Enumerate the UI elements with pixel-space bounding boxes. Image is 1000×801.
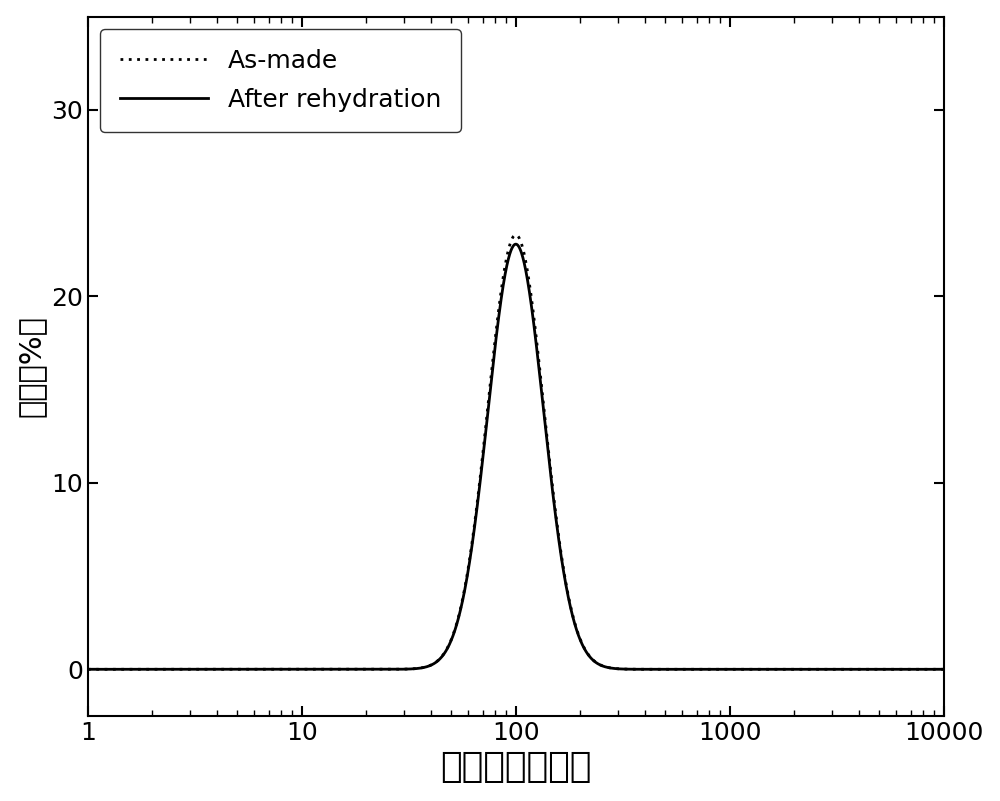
As-made <box>786 665 798 674</box>
After rehydration <box>82 665 94 674</box>
After rehydration <box>938 665 950 674</box>
After rehydration <box>595 661 607 670</box>
Line: After rehydration: After rehydration <box>88 244 944 670</box>
As-made <box>595 661 607 670</box>
As-made <box>82 665 94 674</box>
X-axis label: 直径　（纳米）: 直径 （纳米） <box>440 751 591 784</box>
As-made <box>409 664 421 674</box>
After rehydration <box>237 665 249 674</box>
Legend: As-made, After rehydration: As-made, After rehydration <box>100 29 461 132</box>
As-made <box>938 665 950 674</box>
Line: As-made: As-made <box>88 235 944 670</box>
After rehydration <box>721 665 733 674</box>
As-made <box>510 230 522 239</box>
As-made <box>721 665 733 674</box>
After rehydration <box>510 239 522 249</box>
As-made <box>639 665 651 674</box>
As-made <box>237 665 249 674</box>
After rehydration <box>786 665 798 674</box>
After rehydration <box>639 665 651 674</box>
Y-axis label: 数目（%）: 数目（%） <box>17 316 46 417</box>
After rehydration <box>409 664 421 674</box>
